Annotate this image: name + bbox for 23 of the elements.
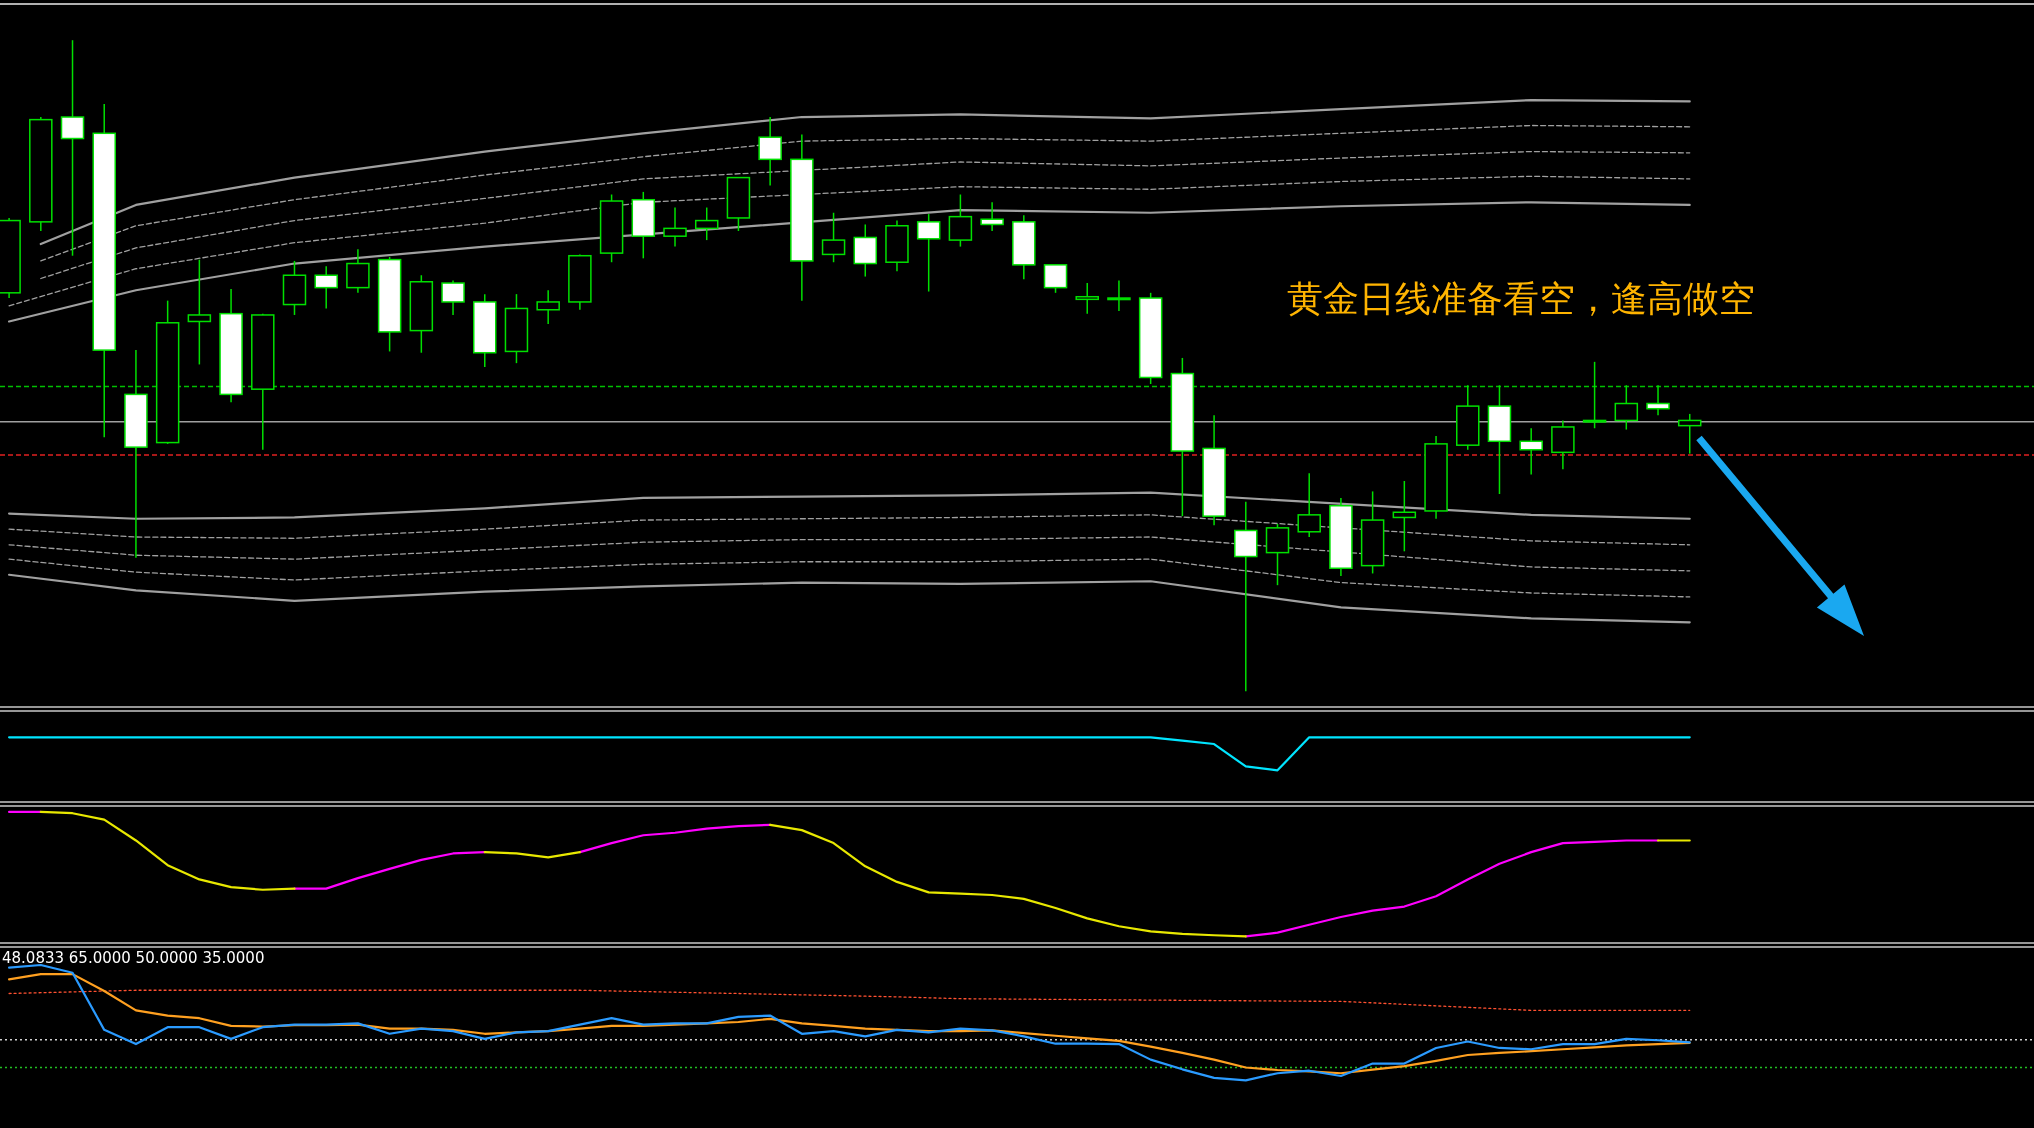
annotation: 黄金日线准备看空，逢高做空 <box>1287 278 1755 319</box>
candlestick <box>1075 282 1099 315</box>
candlestick <box>821 211 846 263</box>
candlestick <box>1582 361 1607 430</box>
candlestick <box>314 265 338 310</box>
candlestick <box>916 213 941 293</box>
candlestick <box>1107 279 1131 312</box>
candlestick <box>1392 480 1417 553</box>
candlestick <box>663 206 687 248</box>
candlestick <box>758 116 782 187</box>
candlestick <box>948 193 973 248</box>
candlestick <box>187 258 212 366</box>
candlestick <box>980 201 1004 232</box>
candlestick <box>1519 427 1543 476</box>
candlestick <box>536 289 560 325</box>
annotation: 48.0833 65.0000 50.0000 35.0000 <box>2 949 265 967</box>
candlestick <box>1297 472 1321 538</box>
candlestick <box>694 206 719 241</box>
candlestick <box>1614 384 1639 431</box>
candlestick <box>1043 264 1068 294</box>
candlestick <box>60 39 85 257</box>
candlestick <box>1646 384 1670 416</box>
candlestick <box>441 279 465 316</box>
